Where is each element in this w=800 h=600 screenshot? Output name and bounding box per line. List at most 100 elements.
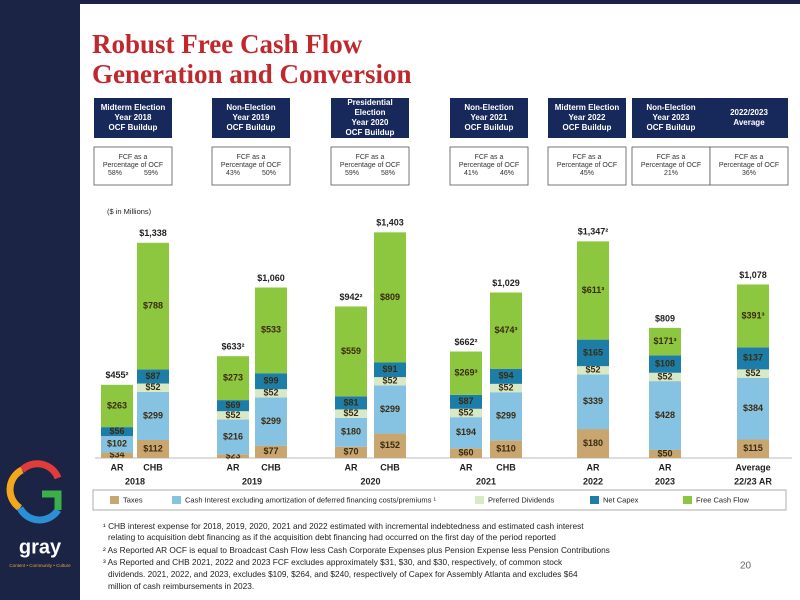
pct-box-label: Percentage of OCF <box>221 162 281 169</box>
pct-box <box>449 146 529 186</box>
total-label: $662² <box>454 337 477 347</box>
x-tick-label: Average <box>735 462 770 472</box>
bar-segment <box>137 383 169 392</box>
header-box-text: Midterm Election <box>555 103 620 112</box>
bar-segment <box>450 408 482 418</box>
header-box-text: Presidential <box>347 98 392 107</box>
bar-segment <box>737 439 769 458</box>
segment-label: $52 <box>382 376 397 386</box>
segment-label: $339 <box>583 396 603 406</box>
pct-value: 50% <box>262 170 276 177</box>
segment-label: $52 <box>263 388 278 398</box>
group-label: 2023 <box>655 476 675 486</box>
bar-segment <box>101 436 133 453</box>
top-strip <box>80 0 800 4</box>
segment-label: $216 <box>223 431 243 441</box>
header-box-text: Year 2022 <box>569 113 606 122</box>
bar-segment <box>137 242 169 370</box>
segment-label: $533 <box>261 325 281 335</box>
sidebar <box>0 0 80 600</box>
segment-label: $56 <box>109 426 124 436</box>
pct-box-label: FCF as a <box>119 154 148 161</box>
pct-box <box>547 146 627 186</box>
bar-segment <box>490 368 522 384</box>
pct-value: 45% <box>580 170 594 177</box>
pct-box-label: Percentage of OCF <box>557 162 617 169</box>
page-number: 20 <box>740 561 752 572</box>
x-tick-label: AR <box>659 462 672 472</box>
legend-swatch <box>590 496 599 504</box>
segment-label: $559 <box>341 346 361 356</box>
segment-label: $180 <box>341 427 361 437</box>
header-box-text: Non-Election <box>226 103 275 112</box>
header-box-text: OCF Buildup <box>109 123 158 132</box>
segment-label: $474³ <box>494 325 517 335</box>
bar-segment <box>217 411 249 420</box>
header-box <box>94 98 172 138</box>
legend-label: Free Cash Flow <box>696 495 750 504</box>
bar-segment <box>335 446 367 458</box>
pct-value: 43% <box>226 170 240 177</box>
bar-segment <box>137 391 169 440</box>
pct-box-label: FCF as a <box>356 154 385 161</box>
bar-segment <box>101 384 133 428</box>
header-box-text: Election <box>354 108 385 117</box>
bar-segment <box>335 417 367 447</box>
bar-segment <box>255 373 287 390</box>
legend-label: Preferred Dividends <box>488 495 555 504</box>
segment-label: $52 <box>145 382 160 392</box>
pct-box <box>709 146 789 186</box>
title: Robust Free Cash Flow <box>92 29 363 59</box>
segment-label: $299 <box>380 404 400 414</box>
pct-box-label: Percentage of OCF <box>459 162 519 169</box>
segment-label: $52 <box>498 382 513 392</box>
pct-box-label: FCF as a <box>735 154 764 161</box>
total-label: $1,347² <box>578 227 609 237</box>
bar-segment <box>255 397 287 446</box>
pct-box <box>93 146 173 186</box>
total-label: $1,078 <box>739 270 767 280</box>
segment-label: $137 <box>743 353 763 363</box>
pct-box-label: FCF as a <box>237 154 266 161</box>
header-box-text: OCF Buildup <box>563 123 612 132</box>
pct-value: 59% <box>345 170 359 177</box>
total-label: $942² <box>339 292 362 302</box>
bar-segment <box>450 394 482 409</box>
segment-label: $299 <box>143 410 163 420</box>
x-tick-label: CHB <box>380 462 400 472</box>
bar-segment <box>335 396 367 410</box>
pct-value: 36% <box>742 170 756 177</box>
segment-label: $112 <box>143 443 163 453</box>
header-box <box>710 98 788 138</box>
segment-label: $273 <box>223 373 243 383</box>
bar-segment <box>577 429 609 458</box>
bar-segment <box>217 400 249 412</box>
segment-label: $391³ <box>741 310 764 320</box>
segment-label: $788 <box>143 301 163 311</box>
legend-swatch <box>683 496 692 504</box>
pct-box <box>211 146 291 186</box>
bar-segment <box>577 339 609 367</box>
segment-label: $52 <box>745 368 760 378</box>
unit-label: ($ in Millions) <box>107 207 152 216</box>
segment-label: $52 <box>225 410 240 420</box>
bar-segment <box>217 454 249 458</box>
segment-label: $194 <box>456 427 476 437</box>
pct-box-label: Percentage of OCF <box>719 162 779 169</box>
group-label: 2020 <box>360 476 380 486</box>
x-tick-label: CHB <box>143 462 163 472</box>
bar-segment <box>649 355 681 373</box>
bar-segment <box>335 306 367 397</box>
x-tick-label: AR <box>587 462 600 472</box>
header-box-text: OCF Buildup <box>647 123 696 132</box>
footnote: ³ As Reported and CHB 2021, 2022 and 202… <box>103 557 563 567</box>
total-label: $633² <box>221 342 244 352</box>
bar-segment <box>649 449 681 458</box>
bar-segment <box>577 374 609 430</box>
pct-box <box>330 146 410 186</box>
header-box-text: Non-Election <box>646 103 695 112</box>
footnote: ¹ CHB interest expense for 2018, 2019, 2… <box>103 521 584 531</box>
header-box-text: Year 2021 <box>471 113 508 122</box>
legend-swatch <box>475 496 484 504</box>
bar-segment <box>490 292 522 369</box>
